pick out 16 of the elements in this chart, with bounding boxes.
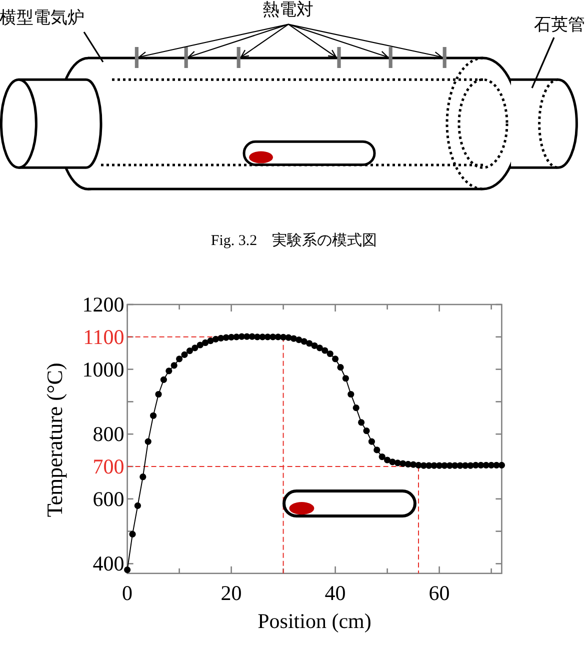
text: 熱電対: [262, 0, 314, 19]
caption: Fig. 3.2 実験系の模式図: [210, 232, 378, 249]
x-axis-title: Position (cm): [258, 609, 372, 633]
text: 石英管: [534, 15, 585, 34]
x-tick-label: 60: [428, 581, 450, 605]
x-tick-label: 0: [122, 581, 133, 605]
ref-line-label: 1100: [83, 324, 124, 349]
y-axis-title: Temperature (°C): [42, 362, 67, 518]
y-tick-label: 600: [92, 486, 124, 511]
y-tick-label: 400: [92, 552, 124, 576]
y-tick-label: 1000: [82, 357, 124, 382]
x-tick-label: 20: [220, 581, 242, 605]
y-tick-label: 1200: [82, 292, 124, 316]
y-tick-label: 800: [92, 422, 124, 446]
ref-line-label: 700: [92, 454, 124, 478]
x-tick-label: 40: [324, 581, 346, 605]
